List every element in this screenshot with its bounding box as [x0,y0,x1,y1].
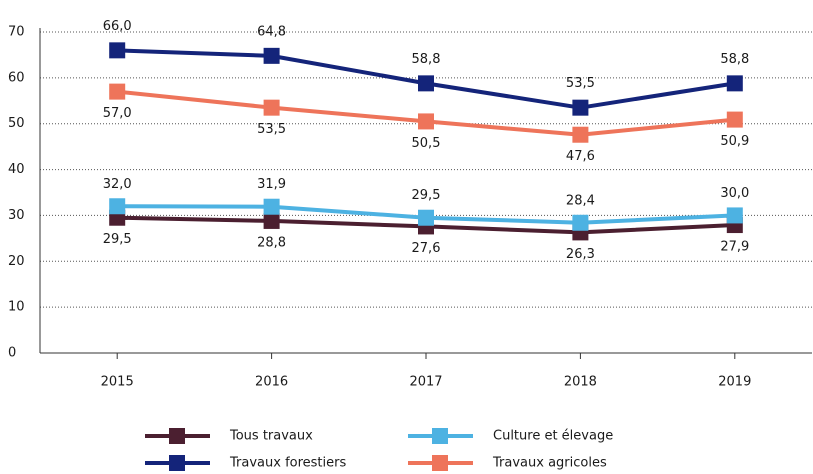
marker [418,75,434,92]
data-label: 64,8 [257,24,286,39]
data-label: 53,5 [566,76,595,91]
marker [263,212,280,229]
data-label: 47,6 [566,149,595,164]
legend-marker [432,455,448,471]
y-tick-label: 0 [8,346,16,361]
marker [109,42,126,59]
x-tick-label: 2019 [718,375,751,390]
data-label: 53,5 [257,122,286,137]
marker [263,99,280,116]
data-label: 26,3 [566,247,595,262]
marker [263,47,280,64]
marker [726,207,743,224]
legend-label: Travaux agricoles [492,456,607,471]
y-tick-label: 40 [8,162,25,177]
legend-label: Travaux forestiers [229,456,346,471]
marker [418,209,434,226]
x-tick-label: 2016 [255,375,288,390]
y-tick-label: 10 [8,300,25,315]
data-label: 27,6 [412,241,441,256]
y-tick-label: 20 [8,254,25,269]
marker [109,198,126,215]
data-label: 50,5 [412,136,441,151]
data-label: 31,9 [257,177,286,192]
data-label: 66,0 [103,19,132,34]
data-label: 27,9 [720,240,749,255]
marker [726,111,743,128]
data-label: 29,5 [103,232,132,247]
data-label: 32,0 [103,177,132,192]
data-label: 58,8 [412,52,441,67]
y-tick-label: 60 [8,70,25,85]
marker [109,83,126,100]
x-tick-label: 2017 [409,375,442,390]
marker [418,113,434,130]
legend-label: Tous travaux [229,429,313,444]
legend-label: Culture et élevage [493,429,613,444]
data-label: 58,8 [720,52,749,67]
x-tick-label: 2015 [101,375,134,390]
data-label: 29,5 [412,188,441,203]
legend-marker [432,428,448,444]
legend-marker [169,428,185,444]
marker [572,126,589,143]
data-label: 28,8 [257,235,286,250]
legend-marker [169,455,185,471]
marker [726,75,743,92]
x-tick-label: 2018 [564,375,597,390]
data-label: 30,0 [720,186,749,201]
marker [572,99,589,116]
y-tick-label: 30 [8,208,25,223]
y-tick-label: 70 [8,25,25,40]
data-label: 28,4 [566,193,595,208]
data-label: 57,0 [103,106,132,121]
y-tick-label: 50 [8,116,25,131]
marker [572,214,589,231]
marker [263,198,280,215]
data-label: 50,9 [720,134,749,149]
